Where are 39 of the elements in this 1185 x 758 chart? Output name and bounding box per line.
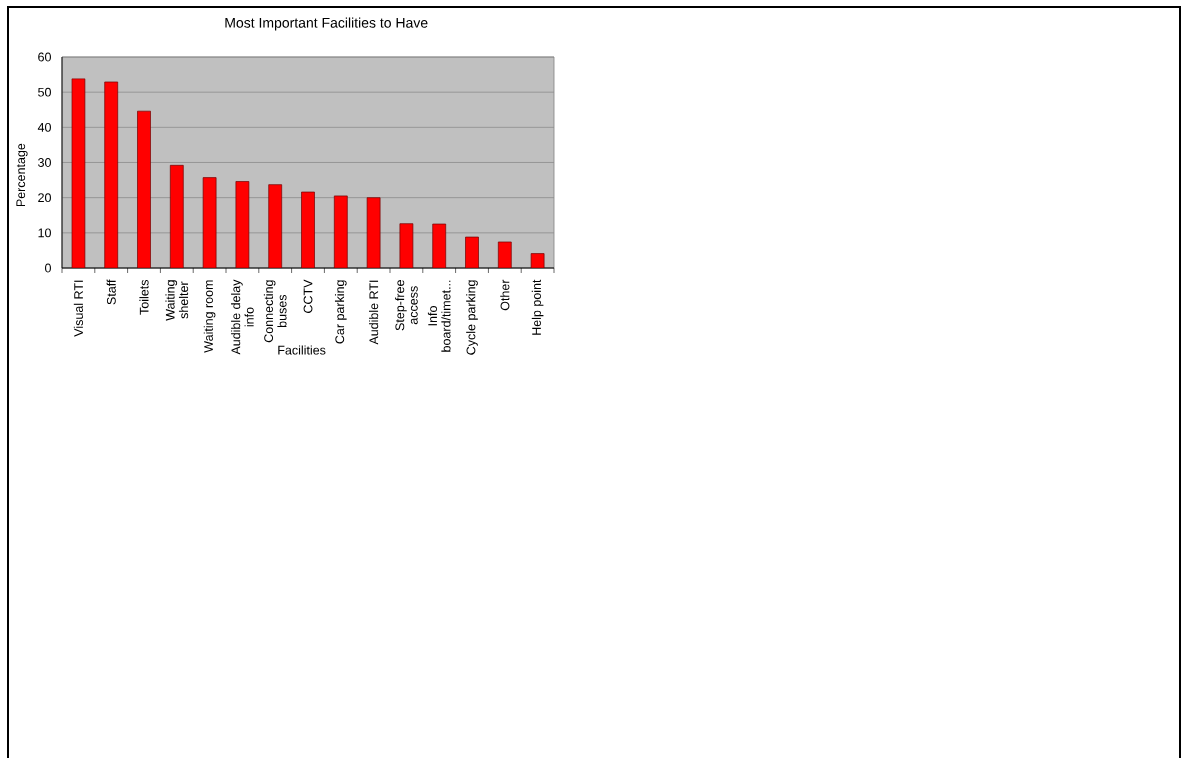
y-tick-label: 50 bbox=[38, 87, 51, 97]
x-tick-label: Visual RTI bbox=[73, 280, 83, 337]
y-tick-label: 10 bbox=[38, 228, 51, 238]
y-tick-label: 20 bbox=[38, 193, 51, 203]
y-tick-label: 0 bbox=[45, 263, 51, 273]
x-tick-label: Info board/timet... bbox=[427, 280, 451, 352]
bar bbox=[71, 78, 86, 268]
bar bbox=[268, 184, 283, 268]
x-axis-title: Facilities bbox=[278, 345, 326, 355]
x-tick-label: CCTV bbox=[303, 279, 313, 313]
x-tick-label: Staff bbox=[106, 279, 116, 305]
x-tick-label: Help point bbox=[531, 279, 544, 335]
bar bbox=[104, 81, 119, 268]
bar bbox=[497, 241, 512, 268]
x-tick-label: Audible RTI bbox=[369, 280, 379, 345]
x-tick-label: Waiting room bbox=[203, 280, 216, 353]
y-tick-label: 60 bbox=[38, 52, 51, 62]
x-tick-label: Step-free access bbox=[395, 280, 418, 331]
x-tick-label: Toilets bbox=[139, 279, 149, 315]
x-tick-label: Audible delay info bbox=[231, 279, 254, 355]
bar bbox=[432, 223, 447, 268]
x-tick-label: Cycle parking bbox=[466, 280, 478, 355]
y-axis-title: Percentage bbox=[16, 143, 28, 207]
chart-title: Most Important Facilities to Have bbox=[225, 17, 428, 31]
bar bbox=[465, 236, 479, 268]
bar bbox=[235, 181, 250, 268]
y-tick-label: 30 bbox=[38, 158, 51, 167]
bar bbox=[399, 223, 414, 268]
bar bbox=[333, 195, 348, 268]
x-tick-label: Other bbox=[500, 279, 510, 311]
bar bbox=[169, 164, 184, 268]
bar bbox=[530, 253, 545, 268]
bar bbox=[301, 191, 315, 268]
y-tick-label: 40 bbox=[37, 122, 51, 132]
x-tick-label: Car parking bbox=[334, 280, 347, 344]
bar bbox=[366, 197, 381, 268]
bar bbox=[137, 110, 151, 268]
x-tick-label: Waiting shelter bbox=[165, 280, 189, 321]
bar bbox=[202, 177, 217, 268]
